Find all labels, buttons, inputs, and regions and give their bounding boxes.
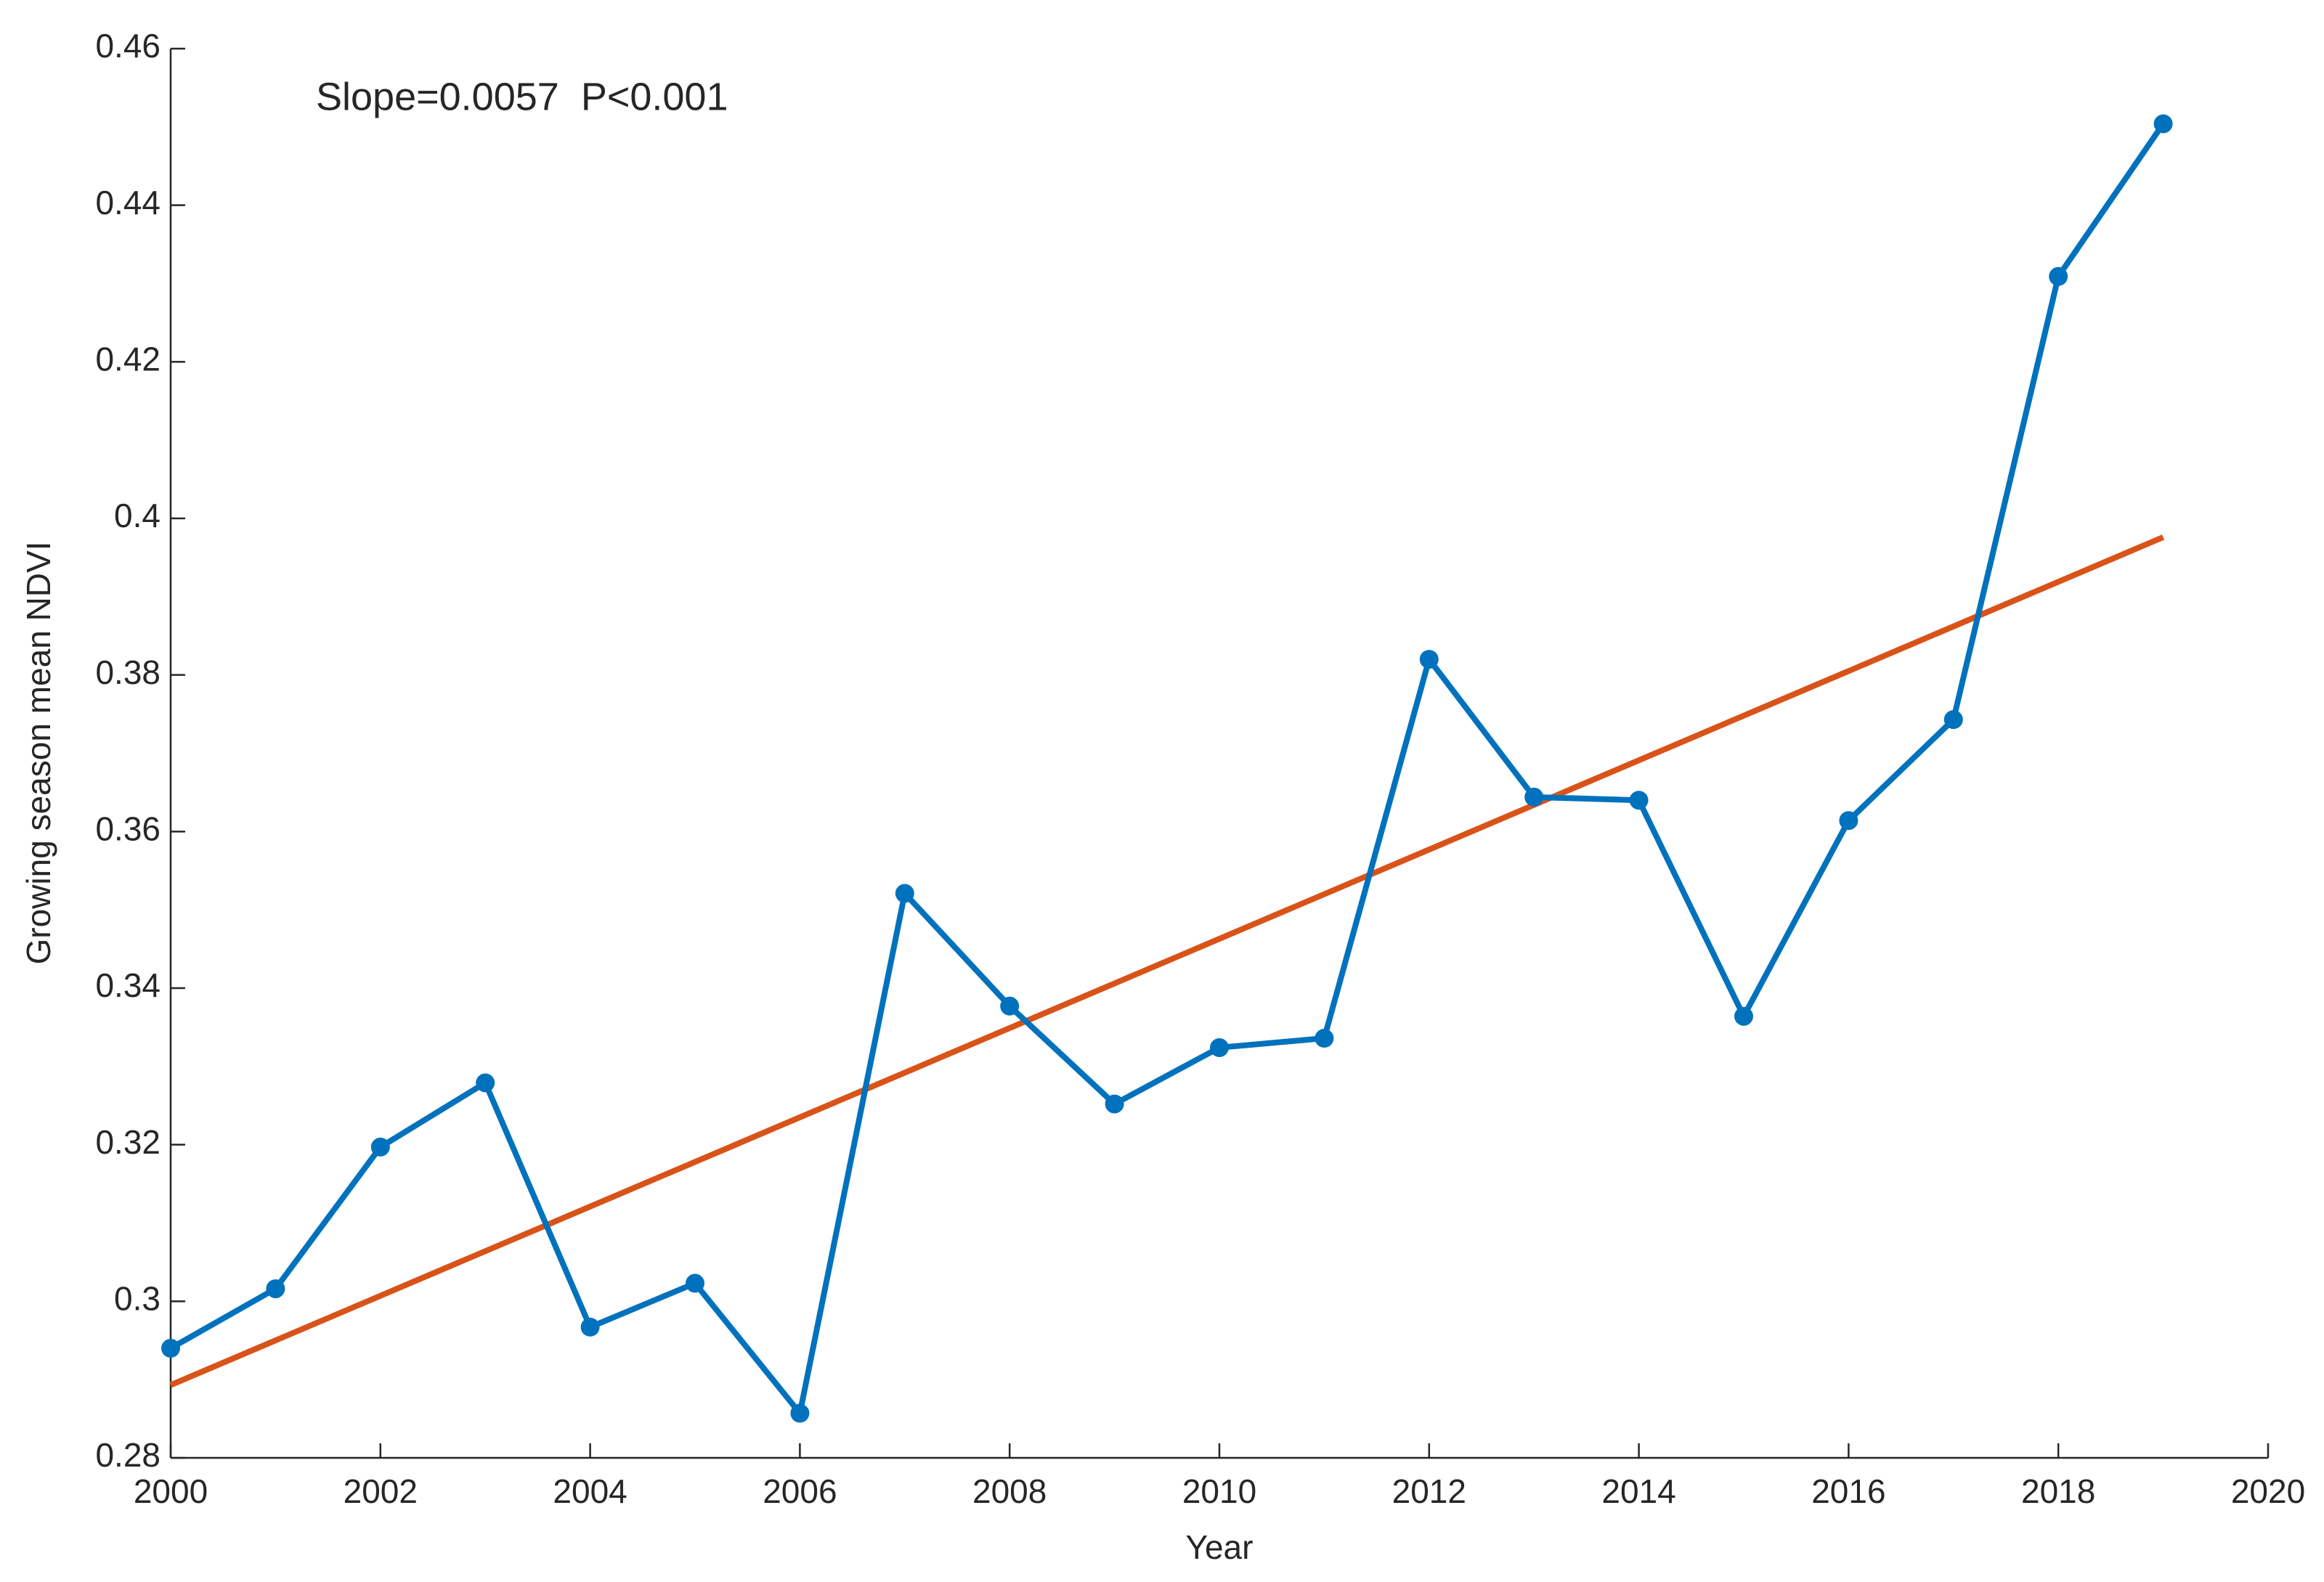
- point: [161, 1339, 180, 1358]
- y-tick-label: 0.4: [114, 497, 161, 534]
- x-tick-label: 2014: [1601, 1472, 1675, 1510]
- x-tick-label: 2016: [1811, 1472, 1885, 1510]
- point: [686, 1273, 704, 1293]
- y-tick-label: 0.3: [114, 1279, 161, 1317]
- x-tick-label: 2006: [763, 1472, 837, 1510]
- trend-line: [169, 534, 2165, 1388]
- x-axis-label: Year: [1186, 1528, 1254, 1566]
- point: [1524, 787, 1544, 807]
- point: [1734, 1006, 1753, 1026]
- x-tick-label: 2020: [2231, 1472, 2305, 1510]
- x-tick-label: 2000: [134, 1472, 208, 1510]
- y-tick-label: 0.32: [95, 1123, 161, 1161]
- point: [1000, 996, 1020, 1016]
- y-tick-label: 0.46: [95, 27, 161, 65]
- series-line: [169, 122, 2166, 1416]
- x-tick-label: 2008: [972, 1472, 1047, 1510]
- point: [1210, 1037, 1229, 1057]
- annotation: Slope=0.0057 P<0.001: [316, 75, 728, 118]
- x-tick-label: 2012: [1392, 1472, 1466, 1510]
- point: [2153, 114, 2173, 134]
- point: [476, 1073, 495, 1093]
- point: [266, 1279, 285, 1299]
- point: [895, 884, 914, 903]
- y-tick-label: 0.34: [95, 966, 161, 1004]
- x-tick-label: 2018: [2021, 1472, 2095, 1510]
- y-tick-label: 0.28: [95, 1436, 161, 1474]
- y-tick-label: 0.42: [95, 340, 161, 378]
- y-axis-label: Growing season mean NDVI: [20, 542, 57, 965]
- x-tick-label: 2010: [1182, 1472, 1256, 1510]
- point: [1419, 650, 1439, 669]
- point: [1839, 811, 1858, 831]
- point: [790, 1403, 810, 1423]
- point: [580, 1317, 600, 1337]
- x-tick-label: 2002: [344, 1472, 418, 1510]
- point: [1943, 710, 1963, 730]
- point: [1105, 1094, 1124, 1114]
- point: [2049, 266, 2068, 286]
- point: [1315, 1029, 1334, 1048]
- y-tick-label: 0.44: [95, 184, 161, 221]
- point: [370, 1137, 390, 1157]
- x-tick-label: 2004: [553, 1472, 627, 1510]
- point: [1629, 791, 1649, 810]
- y-tick-label: 0.38: [95, 653, 161, 691]
- y-tick-label: 0.36: [95, 810, 161, 847]
